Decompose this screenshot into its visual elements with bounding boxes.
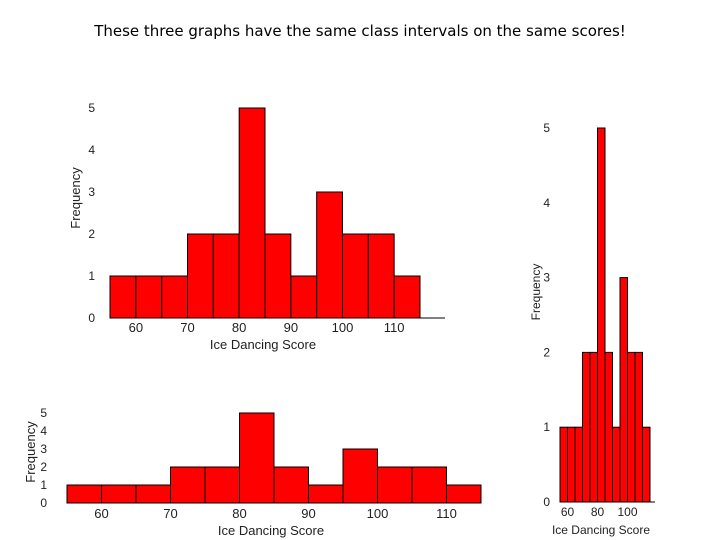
histogram-right-bar-2 — [574, 426, 583, 503]
histogram-bottom-bar-5 — [239, 412, 275, 504]
histogram-bottom-xtick-label-5: 110 — [436, 506, 457, 521]
histogram-bottom-xlabel: Ice Dancing Score — [218, 523, 324, 538]
histogram-bottom-ytick-label-0: 0 — [40, 496, 47, 510]
histogram-top-bar-8 — [316, 191, 343, 319]
histogram-top-ylabel: Frequency — [68, 167, 83, 229]
histogram-right-xtick-label-1: 80 — [591, 505, 605, 519]
histogram-bottom-xtick-label-4: 100 — [367, 506, 389, 521]
histogram-top-xlabel: Ice Dancing Score — [210, 337, 316, 352]
histogram-bottom-ytick-label-3: 3 — [40, 442, 47, 456]
histogram-right-bar-8 — [619, 277, 628, 503]
histogram-bottom-bar-4 — [204, 466, 240, 504]
histogram-bottom-xtick-label-3: 90 — [301, 506, 315, 521]
histogram-top-ytick-label-1: 1 — [88, 269, 95, 283]
histogram-bottom-xtick-label-2: 80 — [232, 506, 246, 521]
histogram-right-xtick-label-2: 100 — [617, 505, 637, 519]
histogram-top-ytick-label-5: 5 — [88, 101, 95, 115]
histogram-top-xtick-label-1: 70 — [180, 320, 194, 335]
histogram-right-ylabel: Frequency — [529, 264, 543, 321]
histogram-top-bar-11 — [393, 275, 421, 319]
histogram-bottom-xtick-label-0: 60 — [94, 506, 108, 521]
histogram-bottom-ytick-label-1: 1 — [40, 478, 47, 492]
histogram-right-bar-11 — [642, 426, 651, 503]
histogram-right-bar-10 — [634, 351, 643, 503]
histogram-top-ytick-label-0: 0 — [88, 311, 95, 325]
histogram-right-bar-7 — [612, 426, 621, 503]
histogram-top-xtick-label-5: 110 — [384, 320, 405, 335]
histogram-top-bar-4 — [212, 233, 240, 319]
histogram-bottom-ytick-label-5: 5 — [40, 406, 47, 420]
histogram-top-ytick-label-2: 2 — [88, 227, 95, 241]
histogram-bottom-bar-10 — [411, 466, 447, 504]
histogram-top-xtick-label-0: 60 — [129, 320, 143, 335]
histogram-right-bar-3 — [582, 351, 591, 503]
histogram-right-ytick-label-3: 3 — [543, 271, 550, 285]
histogram-top-bar-2 — [161, 275, 189, 319]
histogram-top-ytick-label-3: 3 — [88, 185, 95, 199]
histogram-right-xlabel: Ice Dancing Score — [552, 523, 650, 537]
histogram-bottom-bar-0 — [66, 484, 102, 504]
histogram-bottom-ylabel: Frequency — [23, 421, 38, 483]
histogram-right-bar-1 — [567, 426, 576, 503]
histogram-bottom-bar-8 — [342, 448, 378, 504]
histogram-bottom-bar-6 — [273, 466, 309, 504]
histogram-right-ytick-label-2: 2 — [543, 345, 550, 359]
histogram-top-bar-0 — [109, 275, 137, 319]
histogram-bottom-bar-1 — [101, 484, 137, 504]
histogram-top-bar-5 — [238, 107, 266, 319]
histogram-top-ytick-label-4: 4 — [88, 143, 95, 157]
histogram-bottom-bar-9 — [377, 466, 413, 504]
histogram-right-ytick-label-0: 0 — [543, 495, 550, 509]
histogram-right-ytick-label-4: 4 — [543, 196, 550, 210]
histogram-right-bar-9 — [627, 351, 636, 503]
histogram-top-xtick-label-4: 100 — [332, 320, 354, 335]
histogram-top-bar-10 — [367, 233, 395, 319]
histogram-right-xtick-label-0: 60 — [561, 505, 575, 519]
histogram-right-ytick-label-5: 5 — [543, 121, 550, 135]
histogram-top-bar-7 — [290, 275, 318, 319]
histogram-bottom-xtick-label-1: 70 — [163, 506, 177, 521]
histogram-right-ytick-label-1: 1 — [543, 420, 550, 434]
histogram-top-bar-1 — [135, 275, 163, 319]
histogram-top-xtick-label-3: 90 — [284, 320, 298, 335]
histogram-bottom-ytick-label-2: 2 — [40, 460, 47, 474]
histogram-right-bar-4 — [589, 351, 598, 503]
histogram-top-bar-6 — [264, 233, 292, 319]
histogram-top-bar-3 — [187, 233, 214, 319]
histogram-right-bar-0 — [559, 426, 568, 503]
histogram-top-xtick-label-2: 80 — [232, 320, 246, 335]
histogram-right-bar-5 — [597, 127, 606, 503]
histogram-top-bar-9 — [342, 233, 369, 319]
slide-title: These three graphs have the same class i… — [94, 22, 626, 40]
histogram-right-bar-6 — [604, 351, 613, 503]
histogram-bottom-bar-2 — [135, 484, 171, 504]
histogram-bottom-bar-11 — [446, 484, 482, 504]
histogram-bottom-bar-7 — [308, 484, 344, 504]
histogram-bottom-bar-3 — [170, 466, 206, 504]
histogram-bottom-ytick-label-4: 4 — [40, 424, 47, 438]
